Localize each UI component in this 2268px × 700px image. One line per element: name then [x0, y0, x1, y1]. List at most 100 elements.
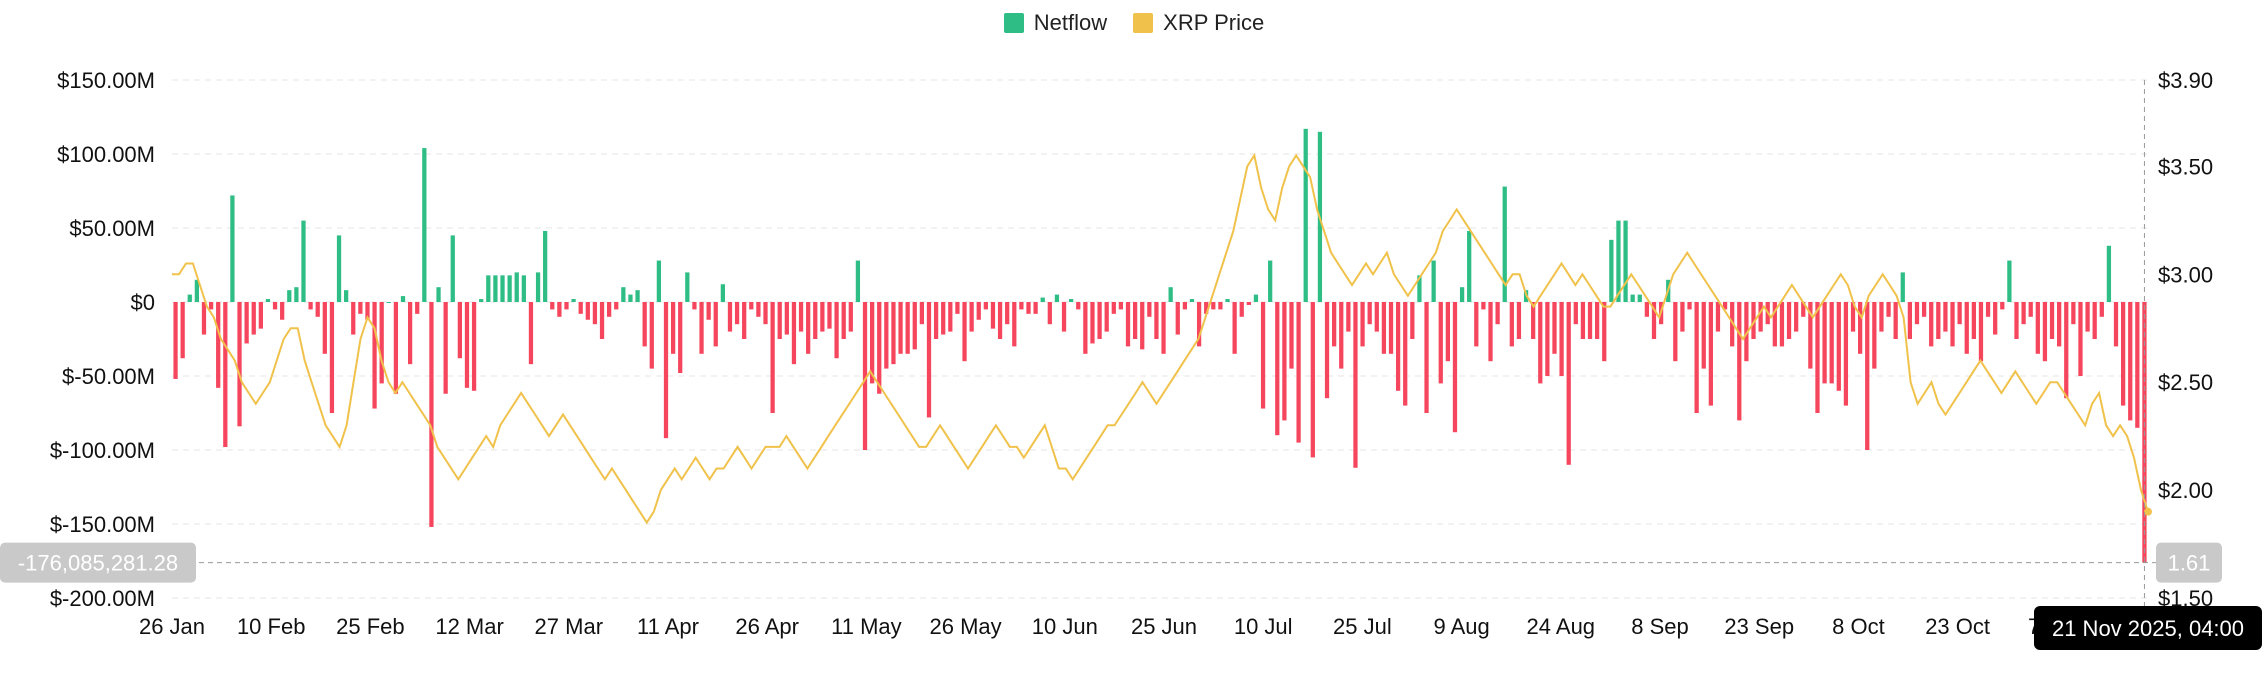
- netflow-bar: [450, 235, 455, 302]
- netflow-bar: [486, 275, 491, 302]
- netflow-bar: [358, 302, 363, 314]
- netflow-bar: [344, 290, 349, 302]
- netflow-bar: [1637, 294, 1642, 302]
- netflow-bar: [1843, 302, 1849, 406]
- netflow-bar: [1339, 302, 1344, 369]
- netflow-bar: [407, 302, 413, 365]
- netflow-bar: [1929, 302, 1934, 347]
- netflow-bar: [962, 302, 967, 362]
- legend-item-xrp-price[interactable]: XRP Price: [1133, 10, 1264, 36]
- legend-swatch-xrp-price: [1133, 13, 1154, 33]
- netflow-bar: [550, 302, 555, 310]
- netflow-bar: [2099, 302, 2104, 317]
- netflow-bar: [1836, 302, 1841, 391]
- legend-label-xrp-price: XRP Price: [1163, 10, 1265, 35]
- netflow-bar: [1858, 302, 1863, 354]
- netflow-bar: [670, 302, 676, 354]
- netflow-bar: [1410, 302, 1415, 339]
- netflow-bar: [1616, 220, 1621, 302]
- netflow-bar: [1801, 302, 1806, 317]
- y-tick-label-left: $-200.00M: [50, 586, 155, 611]
- netflow-bar: [2028, 302, 2033, 317]
- netflow-bar: [1673, 302, 1678, 362]
- netflow-bar: [464, 302, 470, 388]
- netflow-bar: [614, 302, 619, 310]
- netflow-bar: [628, 294, 633, 302]
- netflow-bar: [770, 302, 775, 413]
- netflow-bar: [955, 302, 960, 314]
- netflow-bar: [678, 302, 683, 374]
- crosshair-date-label: 21 Nov 2025, 04:00: [2052, 616, 2244, 641]
- netflow-bar: [891, 302, 896, 365]
- netflow-bar: [1353, 302, 1358, 468]
- netflow-bar: [1061, 302, 1067, 332]
- netflow-bar: [443, 302, 448, 394]
- x-tick-label: 12 Mar: [435, 614, 503, 639]
- netflow-bar: [1069, 299, 1074, 302]
- netflow-bar: [1140, 302, 1145, 350]
- netflow-bar: [201, 302, 207, 335]
- netflow-bar: [1374, 302, 1379, 332]
- x-tick-label: 26 Apr: [735, 614, 799, 639]
- netflow-bar: [322, 302, 327, 354]
- netflow-bar: [1708, 302, 1713, 406]
- netflow-bar: [1332, 302, 1337, 347]
- netflow-bar: [820, 302, 825, 332]
- netflow-bar: [1047, 302, 1052, 325]
- netflow-bar: [1978, 302, 1984, 362]
- netflow-bar: [1580, 302, 1586, 339]
- netflow-bar: [706, 302, 711, 320]
- netflow-bar: [315, 302, 320, 317]
- netflow-bar: [905, 302, 910, 354]
- netflow-bar: [2085, 302, 2090, 332]
- netflow-bar: [734, 302, 740, 325]
- y-tick-label-left: $-150.00M: [50, 512, 155, 537]
- netflow-bar: [742, 302, 747, 339]
- x-tick-label: 25 Jun: [1131, 614, 1197, 639]
- netflow-bar: [1211, 302, 1216, 310]
- netflow-bar: [1964, 302, 1969, 354]
- netflow-bar: [692, 302, 697, 310]
- netflow-bar: [493, 275, 498, 302]
- netflow-bar: [756, 302, 761, 317]
- netflow-bar: [1026, 302, 1031, 314]
- legend-item-netflow[interactable]: Netflow: [1003, 10, 1107, 36]
- netflow-bar: [855, 260, 861, 302]
- netflow-bar: [386, 302, 391, 303]
- netflow-bar: [1715, 302, 1721, 332]
- netflow-bar: [898, 302, 903, 354]
- netflow-bar: [471, 302, 477, 391]
- netflow-bar: [1602, 302, 1607, 362]
- netflow-bar: [1985, 302, 1991, 317]
- netflow-bar: [180, 302, 185, 359]
- netflow-bar: [507, 275, 512, 302]
- netflow-bar: [223, 302, 228, 448]
- netflow-bar: [1587, 302, 1593, 339]
- netflow-bar: [1367, 302, 1372, 325]
- netflow-bar: [301, 220, 306, 302]
- netflow-bar: [1452, 302, 1458, 433]
- netflow-bar: [1253, 294, 1259, 302]
- netflow-bar: [1310, 302, 1315, 458]
- netflow-bar: [1936, 302, 1941, 339]
- netflow-bar: [2092, 302, 2097, 339]
- netflow-bar: [685, 272, 690, 302]
- y-tick-label-left: $-100.00M: [50, 438, 155, 463]
- netflow-bar: [1445, 302, 1450, 362]
- netflow-bar: [1438, 302, 1443, 384]
- netflow-bar: [1132, 302, 1138, 339]
- netflow-bar: [329, 302, 335, 413]
- netflow-bar: [400, 296, 406, 302]
- netflow-bar: [592, 302, 598, 325]
- netflow-bar: [1424, 302, 1429, 413]
- price-point-marker: [2144, 507, 2152, 516]
- netflow-bar: [585, 302, 590, 320]
- netflow-bar: [919, 302, 925, 325]
- netflow-bar: [1850, 302, 1856, 332]
- netflow-bar: [870, 302, 875, 384]
- xrp-price-line: [172, 152, 2149, 525]
- netflow-bar: [2000, 302, 2005, 310]
- netflow-bar: [1204, 302, 1209, 314]
- crosshair-right-label: 1.61: [2168, 551, 2211, 576]
